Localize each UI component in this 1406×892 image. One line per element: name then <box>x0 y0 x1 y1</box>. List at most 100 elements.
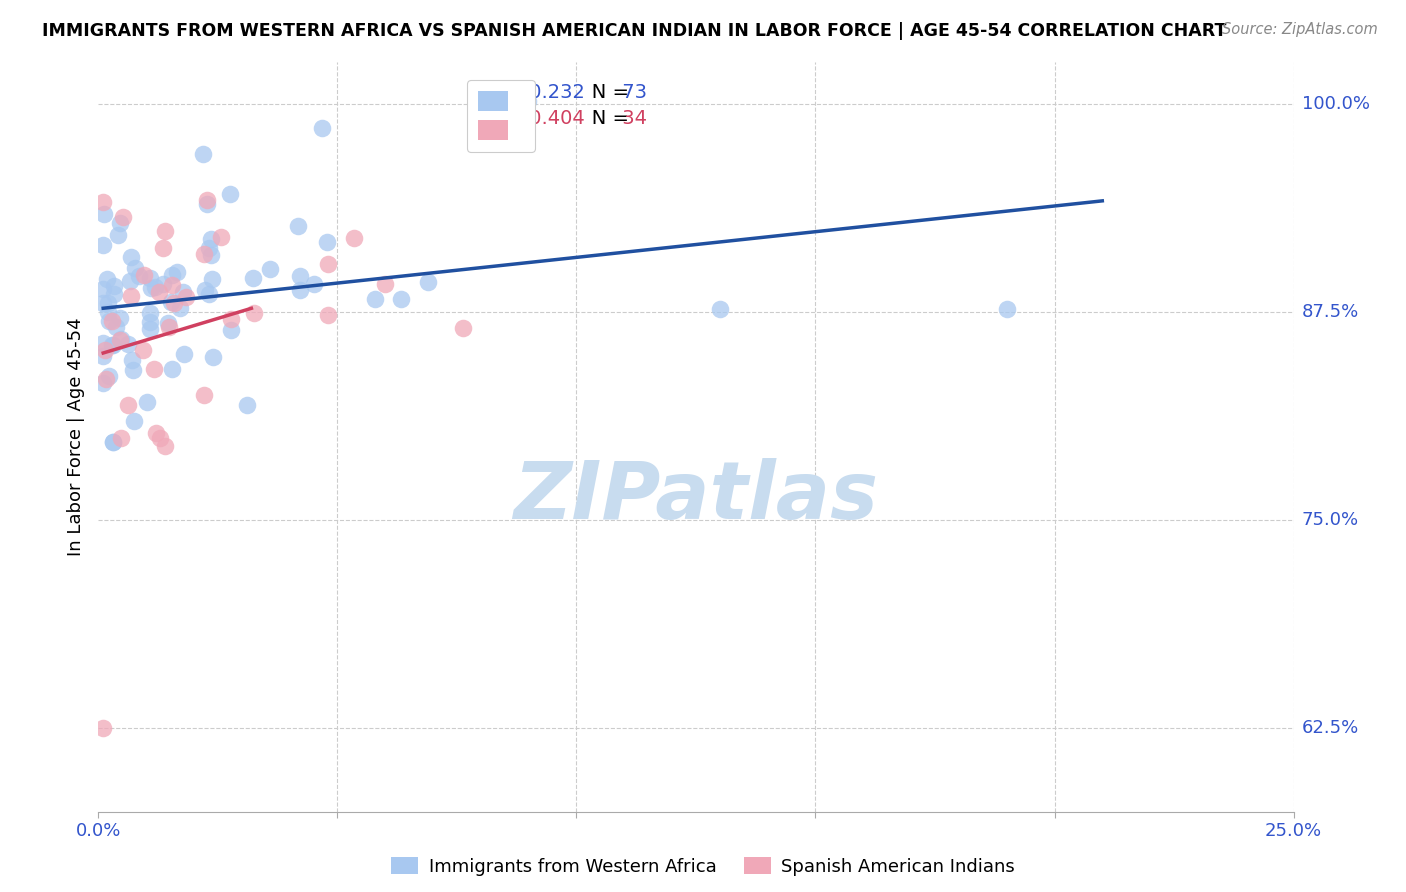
Point <box>302 277 325 291</box>
Point <box>124 414 146 428</box>
Point <box>110 311 132 326</box>
Point <box>148 285 170 299</box>
Point <box>149 431 172 445</box>
Point <box>152 241 174 255</box>
Point <box>142 362 165 376</box>
Point <box>107 228 129 243</box>
Point <box>94 372 117 386</box>
Point <box>138 270 160 285</box>
Text: 100.0%: 100.0% <box>1302 95 1369 113</box>
Point <box>110 333 132 347</box>
Text: IMMIGRANTS FROM WESTERN AFRICA VS SPANISH AMERICAN INDIAN IN LABOR FORCE | AGE 4: IMMIGRANTS FROM WESTERN AFRICA VS SPANIS… <box>42 22 1226 40</box>
Text: 0.232: 0.232 <box>523 83 585 102</box>
Point <box>97 305 120 319</box>
Text: Source: ZipAtlas.com: Source: ZipAtlas.com <box>1222 22 1378 37</box>
Y-axis label: In Labor Force | Age 45-54: In Labor Force | Age 45-54 <box>66 318 84 557</box>
Point <box>132 343 155 357</box>
Point <box>166 265 188 279</box>
Point <box>193 283 215 297</box>
Point <box>162 362 184 376</box>
Point <box>198 286 221 301</box>
Point <box>128 269 150 284</box>
Text: 87.5%: 87.5% <box>1302 303 1360 321</box>
Point <box>118 274 141 288</box>
Point <box>121 363 143 377</box>
Text: R =: R = <box>486 83 529 102</box>
Point <box>162 278 184 293</box>
Point <box>101 435 124 450</box>
Point <box>209 230 232 244</box>
Point <box>195 193 218 207</box>
Point <box>135 395 157 409</box>
Point <box>110 332 132 346</box>
Point <box>103 279 125 293</box>
Point <box>311 120 333 135</box>
Point <box>172 285 194 299</box>
Point <box>364 292 387 306</box>
Point <box>93 206 115 220</box>
Point <box>101 435 124 450</box>
Point <box>418 275 440 289</box>
Point <box>121 352 143 367</box>
Point <box>120 250 142 264</box>
Point <box>173 347 195 361</box>
Point <box>287 219 309 233</box>
Point <box>242 271 264 285</box>
Point <box>243 305 266 319</box>
Point <box>97 296 120 310</box>
Point <box>517 95 540 109</box>
Point <box>201 272 224 286</box>
Point <box>236 398 259 412</box>
Point <box>110 431 132 445</box>
Text: R =: R = <box>486 109 529 128</box>
Text: N =: N = <box>572 109 636 128</box>
Point <box>259 262 281 277</box>
Point <box>288 283 311 297</box>
Point <box>91 335 114 350</box>
Point <box>91 295 114 310</box>
Text: 0.404: 0.404 <box>523 109 585 128</box>
Point <box>91 722 114 736</box>
Point <box>316 235 339 249</box>
Point <box>995 301 1018 316</box>
Point <box>134 268 156 283</box>
Point <box>94 343 117 357</box>
Point <box>163 295 186 310</box>
Point <box>374 277 396 291</box>
Point <box>101 314 124 328</box>
Point <box>97 314 120 328</box>
Point <box>316 256 339 270</box>
Point <box>157 320 180 334</box>
Legend: , : , <box>467 79 534 152</box>
Point <box>343 231 366 245</box>
Text: 62.5%: 62.5% <box>1302 720 1360 738</box>
Text: 75.0%: 75.0% <box>1302 511 1360 529</box>
Point <box>389 292 412 306</box>
Point <box>91 238 114 252</box>
Point <box>153 224 176 238</box>
Point <box>195 196 218 211</box>
Point <box>156 316 179 330</box>
Point <box>709 301 731 316</box>
Point <box>193 247 215 261</box>
Text: 34: 34 <box>616 109 647 128</box>
Point <box>219 187 242 202</box>
Point <box>191 147 214 161</box>
Point <box>91 376 114 391</box>
Point <box>96 272 118 286</box>
Point <box>97 368 120 383</box>
Point <box>139 316 162 330</box>
Point <box>143 280 166 294</box>
Point <box>198 241 221 255</box>
Point <box>160 268 183 282</box>
Point <box>152 277 174 291</box>
Point <box>145 425 167 440</box>
Point <box>219 323 242 337</box>
Point <box>160 295 183 310</box>
Point <box>124 261 146 276</box>
Text: 73: 73 <box>616 83 647 102</box>
Point <box>91 195 114 210</box>
Text: ZIPatlas: ZIPatlas <box>513 458 879 536</box>
Point <box>219 311 242 326</box>
Text: N =: N = <box>572 83 636 102</box>
